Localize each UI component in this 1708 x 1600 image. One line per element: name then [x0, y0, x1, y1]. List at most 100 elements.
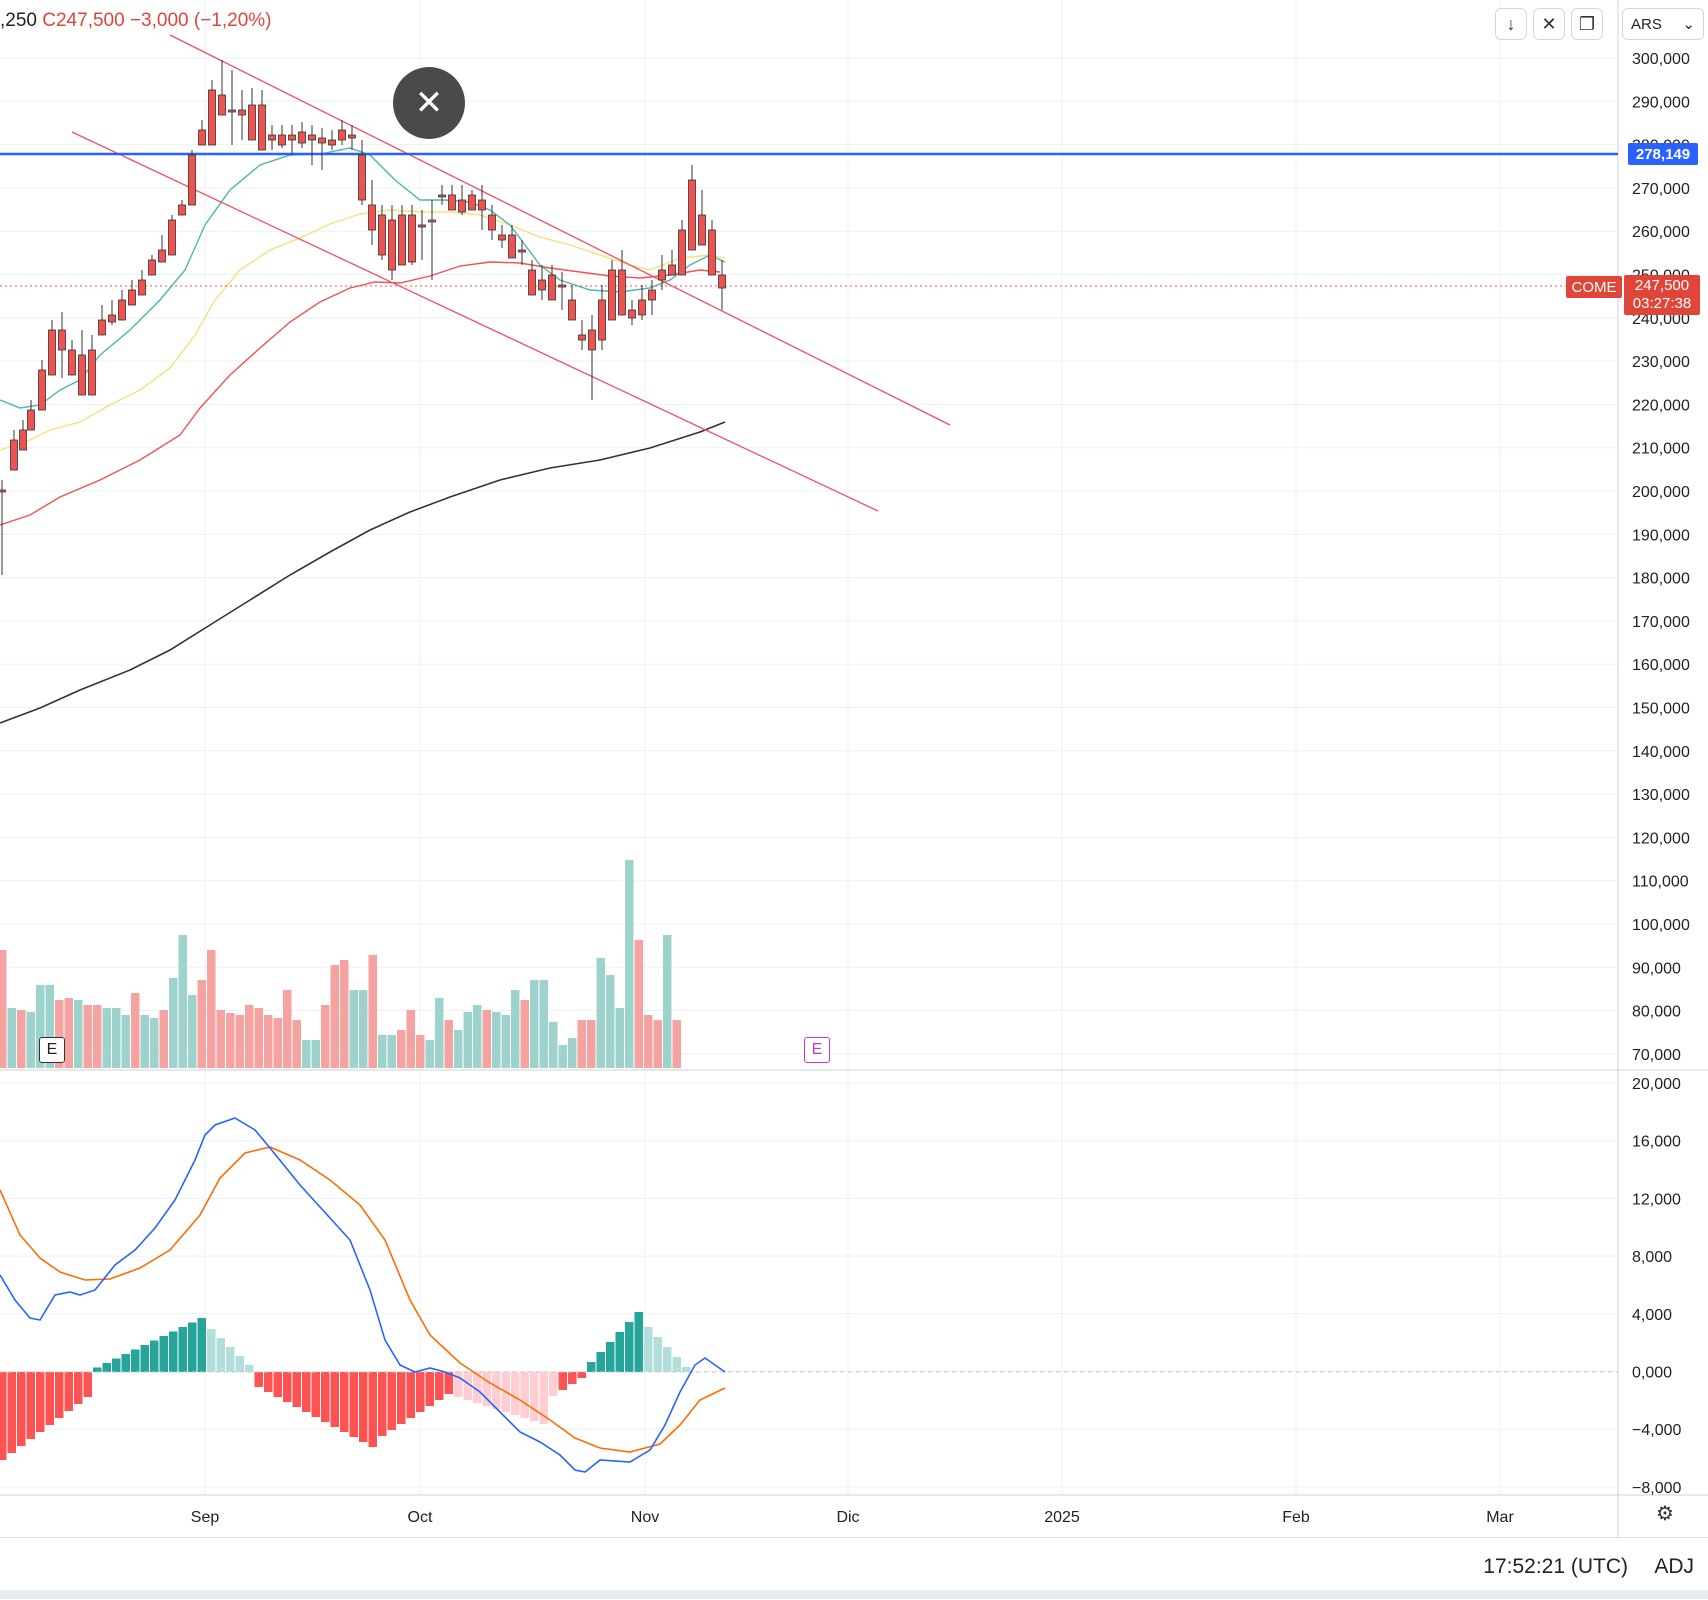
candle — [368, 180, 376, 245]
earnings-event-marker[interactable]: E — [39, 1037, 65, 1063]
volume-bar — [178, 935, 187, 1068]
price-axis-label: 180,000 — [1632, 571, 1690, 588]
close-value: C247,500 — [42, 10, 125, 31]
collapse-icon[interactable]: ✕ — [1533, 8, 1565, 40]
macd-histogram-bar — [330, 1372, 339, 1427]
macd-histogram-bar — [93, 1367, 102, 1372]
ma-black-line — [0, 421, 726, 724]
price-axis-label: 260,000 — [1632, 224, 1690, 241]
macd-histogram-bar — [0, 1372, 7, 1460]
volume-bar — [102, 1008, 111, 1068]
chart-canvas[interactable]: 300,000290,000280,000270,000260,000250,0… — [0, 0, 1708, 1540]
macd-histogram-bar — [55, 1372, 64, 1418]
candle — [558, 272, 566, 310]
macd-histogram-bar — [359, 1372, 368, 1442]
macd-histogram-bar — [36, 1372, 45, 1432]
volume-bar — [454, 1030, 463, 1068]
macd-histogram-bar — [454, 1372, 463, 1397]
volume-bar — [264, 1015, 273, 1068]
volume-bar — [131, 993, 140, 1068]
adj-toggle[interactable]: ADJ — [1654, 1555, 1694, 1578]
price-axis-label: 160,000 — [1632, 657, 1690, 674]
volume-bar — [663, 935, 672, 1068]
candle — [478, 185, 486, 230]
candle — [148, 255, 156, 276]
gear-icon[interactable]: ⚙ — [1656, 1502, 1674, 1525]
fullscreen-icon[interactable]: ❐ — [1571, 8, 1603, 40]
volume-bar — [501, 1015, 510, 1068]
macd-histogram-bar — [121, 1354, 130, 1372]
volume-bar — [93, 1005, 102, 1068]
candle — [328, 130, 336, 150]
volume-bar — [83, 1005, 92, 1068]
volume-bar — [359, 990, 368, 1068]
candle — [338, 120, 346, 145]
macd-histogram-bar — [17, 1372, 26, 1446]
candle — [578, 320, 586, 350]
macd-axis-label: 8,000 — [1632, 1249, 1672, 1266]
volume-bar — [340, 960, 349, 1068]
download-icon[interactable]: ↓ — [1495, 8, 1527, 40]
volume-bar — [577, 1020, 586, 1068]
candle — [288, 125, 296, 155]
candle — [698, 190, 706, 246]
macd-axis-label: 20,000 — [1632, 1076, 1681, 1093]
volume-bar — [169, 978, 178, 1068]
volume-bar — [254, 1008, 263, 1068]
macd-histogram-bar — [634, 1312, 643, 1372]
volume-bar — [644, 1015, 653, 1068]
macd-histogram-bar — [349, 1372, 358, 1437]
candle — [248, 88, 256, 141]
candle — [38, 360, 46, 411]
macd-axis-label: 4,000 — [1632, 1307, 1672, 1324]
candle — [658, 255, 666, 290]
volume-bar — [140, 1015, 149, 1068]
volume-bar — [378, 1035, 387, 1068]
earnings-event-marker-future[interactable]: E — [804, 1037, 830, 1063]
macd-histogram-bar — [264, 1372, 273, 1392]
macd-histogram-bar — [216, 1338, 225, 1372]
ohlc-prefix: ,250 — [0, 10, 37, 31]
macd-histogram-bar — [520, 1372, 529, 1418]
volume-bar — [112, 1008, 121, 1068]
volume-bar — [302, 1040, 311, 1068]
utc-clock[interactable]: 17:52:21 (UTC) — [1483, 1555, 1628, 1578]
macd-histogram-bar — [235, 1356, 244, 1372]
price-axis-label: 290,000 — [1632, 94, 1690, 111]
price-axis-label: 270,000 — [1632, 181, 1690, 198]
volume-bar — [216, 1010, 225, 1068]
price-axis-label: 90,000 — [1632, 960, 1681, 977]
candle — [258, 90, 266, 151]
candle — [27, 400, 35, 431]
volume-bar — [672, 1020, 681, 1068]
ma-yellow-line — [0, 209, 726, 451]
candle — [278, 125, 286, 148]
candle — [428, 200, 436, 280]
currency-selector[interactable]: ARS ⌄ — [1622, 8, 1704, 40]
volume-bar — [311, 1040, 320, 1068]
volume-bar — [653, 1020, 662, 1068]
macd-histogram-bar — [197, 1318, 206, 1372]
candle — [528, 260, 536, 296]
candle — [648, 280, 656, 315]
close-overlay-button[interactable]: ✕ — [393, 67, 465, 139]
macd-histogram-bar — [530, 1372, 539, 1421]
candle — [448, 185, 456, 211]
volume-bar — [539, 980, 548, 1068]
volume-bar — [283, 990, 292, 1068]
volume-bar — [0, 950, 7, 1068]
macd-histogram-bar — [321, 1372, 330, 1422]
candle — [678, 220, 686, 276]
candle — [218, 60, 226, 116]
change-value: −3,000 (−1,20%) — [129, 10, 272, 31]
macd-histogram-bar — [292, 1372, 301, 1407]
volume-bar — [435, 998, 444, 1068]
candle — [518, 240, 526, 265]
price-axis-label: 230,000 — [1632, 354, 1690, 371]
volume-bar — [482, 1010, 491, 1068]
price-axis-label: 70,000 — [1632, 1047, 1681, 1064]
candle — [638, 285, 646, 320]
candle — [608, 260, 616, 321]
volume-bar — [444, 1020, 453, 1068]
price-axis-label: 170,000 — [1632, 614, 1690, 631]
